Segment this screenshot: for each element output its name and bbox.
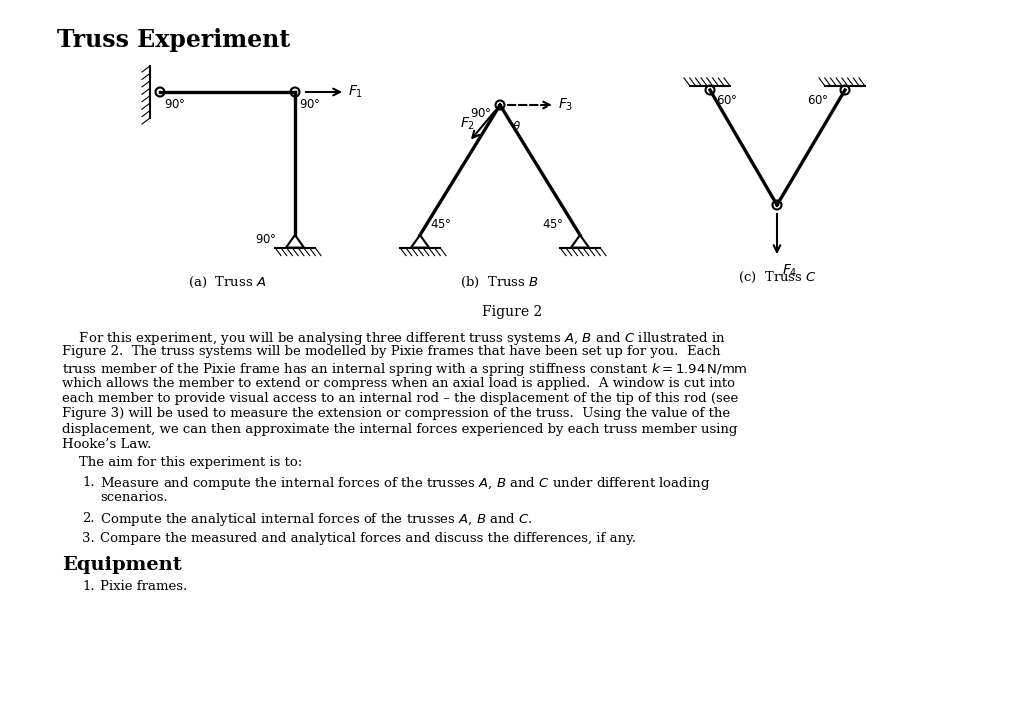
Text: (b)  Truss $B$: (b) Truss $B$ [461,275,540,290]
Text: (a)  Truss $A$: (a) Truss $A$ [188,275,266,290]
Text: $F_4$: $F_4$ [782,263,798,279]
Text: For this experiment, you will be analysing three different truss systems $A$, $B: For this experiment, you will be analysi… [62,330,726,347]
Text: truss member of the Pixie frame has an internal spring with a spring stiffness c: truss member of the Pixie frame has an i… [62,361,748,378]
Text: $90°$: $90°$ [470,107,492,120]
Text: Truss Experiment: Truss Experiment [57,28,290,52]
Text: $F_3$: $F_3$ [558,97,573,114]
Text: $90°$: $90°$ [299,98,321,111]
Text: 1.: 1. [82,580,94,593]
Text: 3.: 3. [82,532,95,545]
Text: Measure and compute the internal forces of the trusses $A$, $B$ and $C$ under di: Measure and compute the internal forces … [100,476,711,493]
Text: Figure 3) will be used to measure the extension or compression of the truss.  Us: Figure 3) will be used to measure the ex… [62,408,730,421]
Text: scenarios.: scenarios. [100,491,168,504]
Text: Figure 2: Figure 2 [482,305,542,319]
Text: Equipment: Equipment [62,556,181,575]
Text: Pixie frames.: Pixie frames. [100,580,187,593]
Text: $45°$: $45°$ [542,218,563,231]
Text: $60°$: $60°$ [807,94,828,107]
Text: Hooke’s Law.: Hooke’s Law. [62,438,152,451]
Text: $90°$: $90°$ [255,233,276,246]
Text: The aim for this experiment is to:: The aim for this experiment is to: [62,456,302,469]
Text: 1.: 1. [82,476,94,488]
Text: each member to provide visual access to an internal rod – the displacement of th: each member to provide visual access to … [62,392,738,405]
Text: $90°$: $90°$ [164,98,185,111]
Text: Figure 2.  The truss systems will be modelled by Pixie frames that have been set: Figure 2. The truss systems will be mode… [62,346,721,358]
Text: $F_1$: $F_1$ [348,84,364,100]
Text: $60°$: $60°$ [716,94,737,107]
Text: displacement, we can then approximate the internal forces experienced by each tr: displacement, we can then approximate th… [62,423,737,436]
Text: Compute the analytical internal forces of the trusses $A$, $B$ and $C$.: Compute the analytical internal forces o… [100,511,532,528]
Text: which allows the member to extend or compress when an axial load is applied.  A : which allows the member to extend or com… [62,376,735,390]
Text: (c)  Truss $C$: (c) Truss $C$ [738,270,817,285]
Text: Compare the measured and analytical forces and discuss the differences, if any.: Compare the measured and analytical forc… [100,532,636,545]
Text: $\theta$: $\theta$ [512,120,521,133]
Text: $45°$: $45°$ [430,218,452,231]
Text: 2.: 2. [82,511,94,525]
Text: $F_2$: $F_2$ [460,116,475,132]
